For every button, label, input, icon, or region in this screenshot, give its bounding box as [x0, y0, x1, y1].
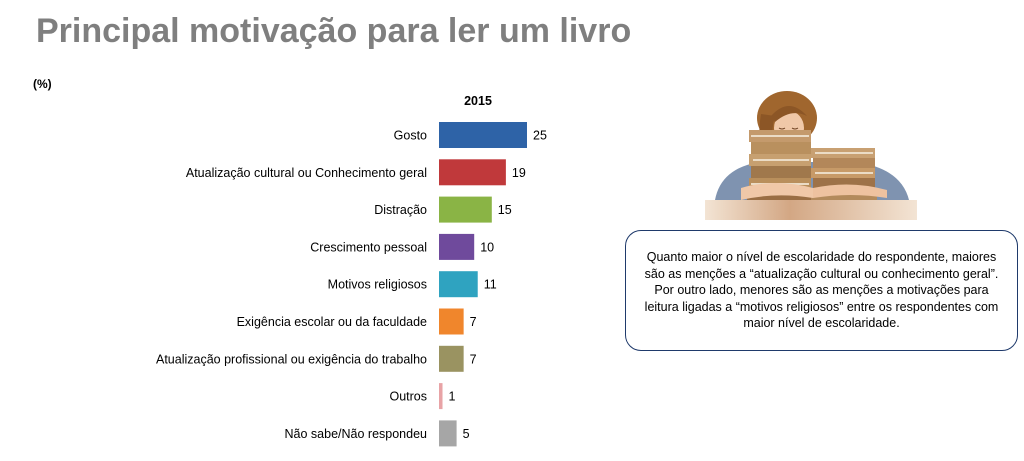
bar — [439, 122, 527, 148]
note-callout: Quanto maior o nível de escolaridade do … — [625, 230, 1018, 351]
person-sleeping-on-books-icon — [705, 91, 917, 220]
value-label: 15 — [498, 203, 512, 217]
bar — [439, 345, 464, 372]
value-label: 19 — [512, 166, 526, 180]
category-label: Motivos religiosos — [328, 278, 427, 292]
category-label: Crescimento pessoal — [310, 240, 427, 254]
category-label: Gosto — [394, 129, 427, 143]
bar — [439, 159, 506, 186]
series-year-label: 2015 — [464, 94, 492, 108]
category-label: Atualização profissional ou exigência do… — [156, 352, 427, 366]
value-label: 10 — [480, 240, 494, 254]
bar — [439, 196, 492, 223]
category-label: Exigência escolar ou da faculdade — [237, 315, 427, 329]
bar — [439, 233, 475, 260]
value-label: 5 — [463, 427, 470, 441]
category-label: Atualização cultural ou Conhecimento ger… — [186, 166, 427, 180]
value-label: 25 — [533, 129, 547, 143]
bar — [439, 420, 457, 447]
bar — [439, 271, 478, 298]
category-label: Distração — [374, 203, 427, 217]
value-label: 7 — [470, 315, 477, 329]
bar — [439, 308, 464, 335]
bar — [439, 383, 443, 410]
unit-label: (%) — [33, 77, 52, 91]
value-label: 7 — [470, 352, 477, 366]
value-label: 11 — [484, 278, 497, 292]
category-label: Outros — [389, 390, 427, 404]
value-label: 1 — [449, 390, 456, 404]
page-title: Principal motivação para ler um livro — [36, 12, 632, 50]
bar-chart: 2015 Gosto 25 Atualização cultural ou Conhe… — [156, 94, 547, 447]
category-label: Não sabe/Não respondeu — [285, 427, 428, 441]
